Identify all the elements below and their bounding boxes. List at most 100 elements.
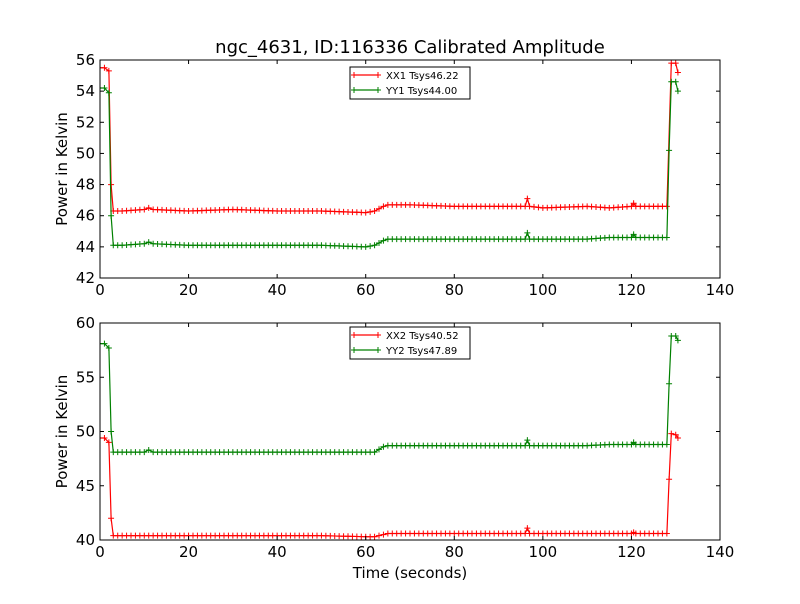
data-point-marker <box>367 243 374 250</box>
y-axis-label: Power in Kelvin <box>53 112 71 226</box>
data-point-marker <box>105 89 112 96</box>
x-tick-label: 20 <box>179 281 198 299</box>
data-point-marker <box>380 531 387 538</box>
x-tick-label: 0 <box>95 281 105 299</box>
data-point-marker <box>524 229 531 236</box>
data-point-marker <box>371 242 378 249</box>
x-tick-label: 100 <box>529 543 558 561</box>
x-tick-label: 60 <box>356 281 375 299</box>
legend-entry-label: YY2 Tsys47.89 <box>385 346 457 357</box>
legend-marker <box>375 87 381 93</box>
plot-frame <box>99 59 721 279</box>
data-point-marker <box>376 532 382 539</box>
y-tick-label: 55 <box>76 368 95 386</box>
data-point-marker <box>101 340 108 347</box>
plot-area <box>100 60 681 250</box>
x-tick-label: 0 <box>95 543 105 561</box>
data-point-marker <box>105 344 112 351</box>
data-point-marker <box>674 88 681 95</box>
legend-marker <box>375 72 381 78</box>
data-point-marker <box>371 449 378 456</box>
legend-entry-label: YY1 Tsys44.00 <box>385 86 457 97</box>
data-point-marker <box>141 240 148 247</box>
y-tick-label: 50 <box>76 144 95 162</box>
data-point-marker <box>666 476 673 483</box>
data-point-marker <box>108 515 115 522</box>
lower-plot-panel: 0 20 40 60 80 100 120 140 40 45 50 55 60 Power in Kel… <box>53 314 734 582</box>
data-point-marker <box>672 78 679 85</box>
plot-area <box>100 333 681 540</box>
data-point-marker <box>672 333 679 340</box>
data-point-marker <box>524 195 531 202</box>
x-tick-label: 60 <box>356 543 375 561</box>
y-axis-label: Power in Kelvin <box>53 375 71 489</box>
data-point-marker <box>141 449 148 456</box>
data-point-marker <box>535 204 542 211</box>
data-point-marker <box>376 239 382 246</box>
data-point-marker <box>145 446 152 453</box>
y-tick-label: 50 <box>76 423 95 441</box>
data-point-marker <box>376 205 382 212</box>
legend: XX2 Tsys40.52 YY2 Tsys47.89 <box>349 326 471 360</box>
data-point-marker <box>663 234 670 241</box>
data-point-marker <box>663 441 670 448</box>
y-tick-label: 42 <box>76 269 95 287</box>
data-point-marker <box>371 208 378 215</box>
data-point-marker <box>380 237 387 244</box>
data-point-marker <box>672 431 679 438</box>
x-tick-label: 20 <box>179 543 198 561</box>
x-tick-label: 80 <box>445 281 464 299</box>
x-tick-label: 100 <box>529 281 558 299</box>
data-point-marker <box>524 525 531 532</box>
data-point-marker <box>367 208 374 215</box>
y-tick-label: 54 <box>76 82 95 100</box>
x-tick-label: 120 <box>617 281 646 299</box>
series-1 <box>100 430 681 540</box>
y-tick-label: 48 <box>76 176 95 194</box>
legend-box <box>349 326 471 360</box>
data-point-marker <box>630 231 637 238</box>
legend-marker <box>351 332 357 338</box>
series-2 <box>100 78 681 250</box>
legend-marker <box>351 72 357 78</box>
data-point-marker <box>371 533 378 540</box>
legend-marker <box>351 87 357 93</box>
data-point-marker <box>668 430 675 437</box>
x-axis-label: Time (seconds) <box>352 564 468 582</box>
y-tick-label: 45 <box>76 477 95 495</box>
upper-plot-panel: ngc_4631, ID:116336 Calibrated Amplitude… <box>53 37 734 299</box>
data-point-marker <box>630 200 637 207</box>
y-tick-label: 52 <box>76 113 95 131</box>
series-1 <box>100 60 681 216</box>
x-tick-label: 140 <box>706 543 735 561</box>
y-tick-label: 56 <box>76 51 95 69</box>
series-2 <box>100 333 681 456</box>
data-point-marker <box>380 203 387 210</box>
data-point-marker <box>531 203 537 210</box>
x-tick-label: 80 <box>445 543 464 561</box>
chart-title: ngc_4631, ID:116336 Calibrated Amplitude <box>215 37 605 58</box>
data-point-marker <box>666 147 673 154</box>
data-point-marker <box>380 443 387 450</box>
data-point-marker <box>101 85 108 92</box>
data-point-marker <box>526 203 533 210</box>
legend-marker <box>351 347 357 353</box>
data-point-marker <box>101 64 108 71</box>
data-point-marker <box>108 428 115 435</box>
x-tick-label: 120 <box>617 543 646 561</box>
x-tick-label: 40 <box>268 543 287 561</box>
data-point-marker <box>362 243 369 250</box>
data-point-marker <box>674 69 681 76</box>
data-point-marker <box>674 435 681 442</box>
data-point-marker <box>108 212 115 219</box>
data-point-marker <box>105 67 112 74</box>
x-tick-label: 140 <box>706 281 735 299</box>
data-point-marker <box>362 209 369 216</box>
data-point-marker <box>666 380 673 387</box>
x-tick-label: 40 <box>268 281 287 299</box>
legend-marker <box>375 332 381 338</box>
y-tick-label: 44 <box>76 238 95 256</box>
data-point-marker <box>672 60 679 67</box>
y-tick-label: 60 <box>76 314 95 332</box>
